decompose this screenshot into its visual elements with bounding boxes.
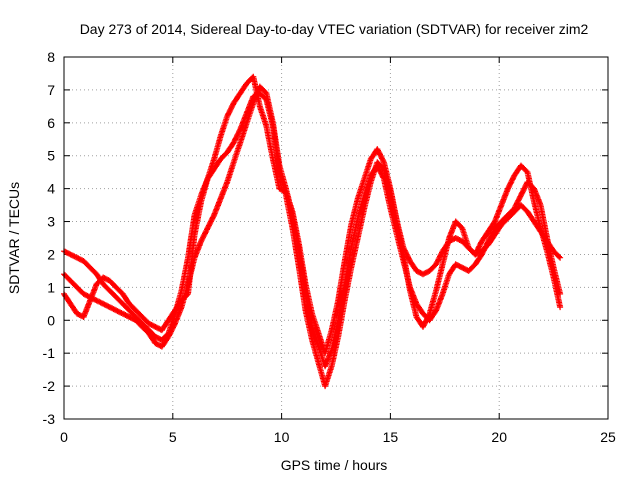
y-tick-label: 6: [47, 115, 55, 131]
x-tick-labels: 0 5 10 15 20 25: [60, 429, 616, 445]
y-tick-label: -1: [43, 345, 56, 361]
x-tick-label: 25: [600, 429, 616, 445]
x-tick-label: 5: [169, 429, 177, 445]
y-tick-labels: -3 -2 -1 0 1 2 3 4 5 6 7 8: [43, 49, 56, 427]
y-tick-label: 7: [47, 82, 55, 98]
y-tick-label: 8: [47, 49, 55, 65]
y-tick-label: 1: [47, 279, 55, 295]
x-tick-label: 20: [491, 429, 507, 445]
y-tick-label: 5: [47, 148, 55, 164]
y-tick-label: 2: [47, 246, 55, 262]
y-tick-label: 0: [47, 312, 55, 328]
x-tick-label: 0: [60, 429, 68, 445]
x-tick-label: 15: [383, 429, 399, 445]
x-tick-label: 10: [274, 429, 290, 445]
chart-title: Day 273 of 2014, Sidereal Day-to-day VTE…: [80, 21, 589, 37]
y-tick-label: 3: [47, 214, 55, 230]
y-tick-label: -2: [43, 378, 56, 394]
plot-frame: [63, 56, 609, 420]
y-tick-label: 4: [47, 181, 55, 197]
y-axis-label: SDTVAR / TECUs: [6, 182, 22, 294]
x-axis-label: GPS time / hours: [281, 457, 388, 473]
y-tick-label: -3: [43, 411, 56, 427]
